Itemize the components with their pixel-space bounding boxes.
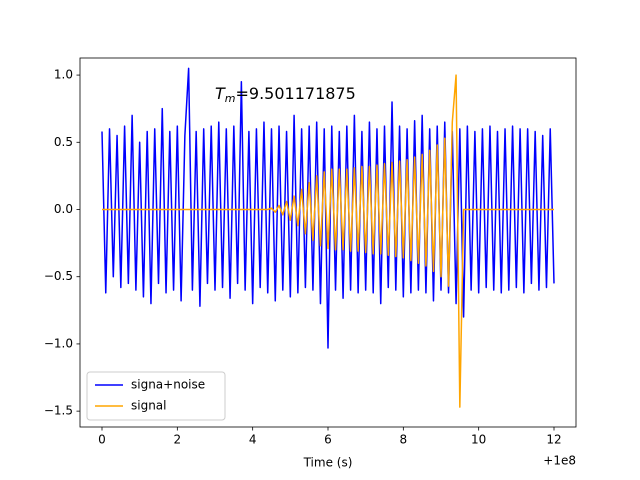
series-line xyxy=(101,67,555,349)
x-tick-label: 2 xyxy=(174,433,182,447)
x-tick-label: 6 xyxy=(324,433,332,447)
y-tick-label: −1.0 xyxy=(44,336,73,350)
plot-area xyxy=(101,67,555,408)
annotation-symbol: T xyxy=(215,84,226,103)
legend-label: signa+noise xyxy=(131,378,205,392)
y-tick-label: −1.5 xyxy=(44,404,73,418)
legend-frame xyxy=(86,371,226,421)
legend-label: signal xyxy=(131,399,167,413)
legend: signa+noise signal xyxy=(86,371,226,421)
y-tick-label: −0.5 xyxy=(44,269,73,283)
series-line xyxy=(102,74,554,408)
y-tick-label: 1.0 xyxy=(54,68,73,82)
y-tick-label: 0.5 xyxy=(54,135,73,149)
annotation-value: =9.501171875 xyxy=(236,84,356,103)
x-tick-label: 12 xyxy=(546,433,561,447)
x-tick-label: 8 xyxy=(400,433,408,447)
x-offset-label: +1e8 xyxy=(543,454,576,468)
x-tick-label: 0 xyxy=(98,433,106,447)
x-axis-label: Time (s) xyxy=(303,456,353,470)
x-tick-label: 10 xyxy=(471,433,486,447)
y-tick-label: 0.0 xyxy=(54,202,73,216)
x-tick-label: 4 xyxy=(249,433,257,447)
annotation-subscript: m xyxy=(225,92,236,105)
annotation: Tm=9.501171875 xyxy=(215,84,356,106)
